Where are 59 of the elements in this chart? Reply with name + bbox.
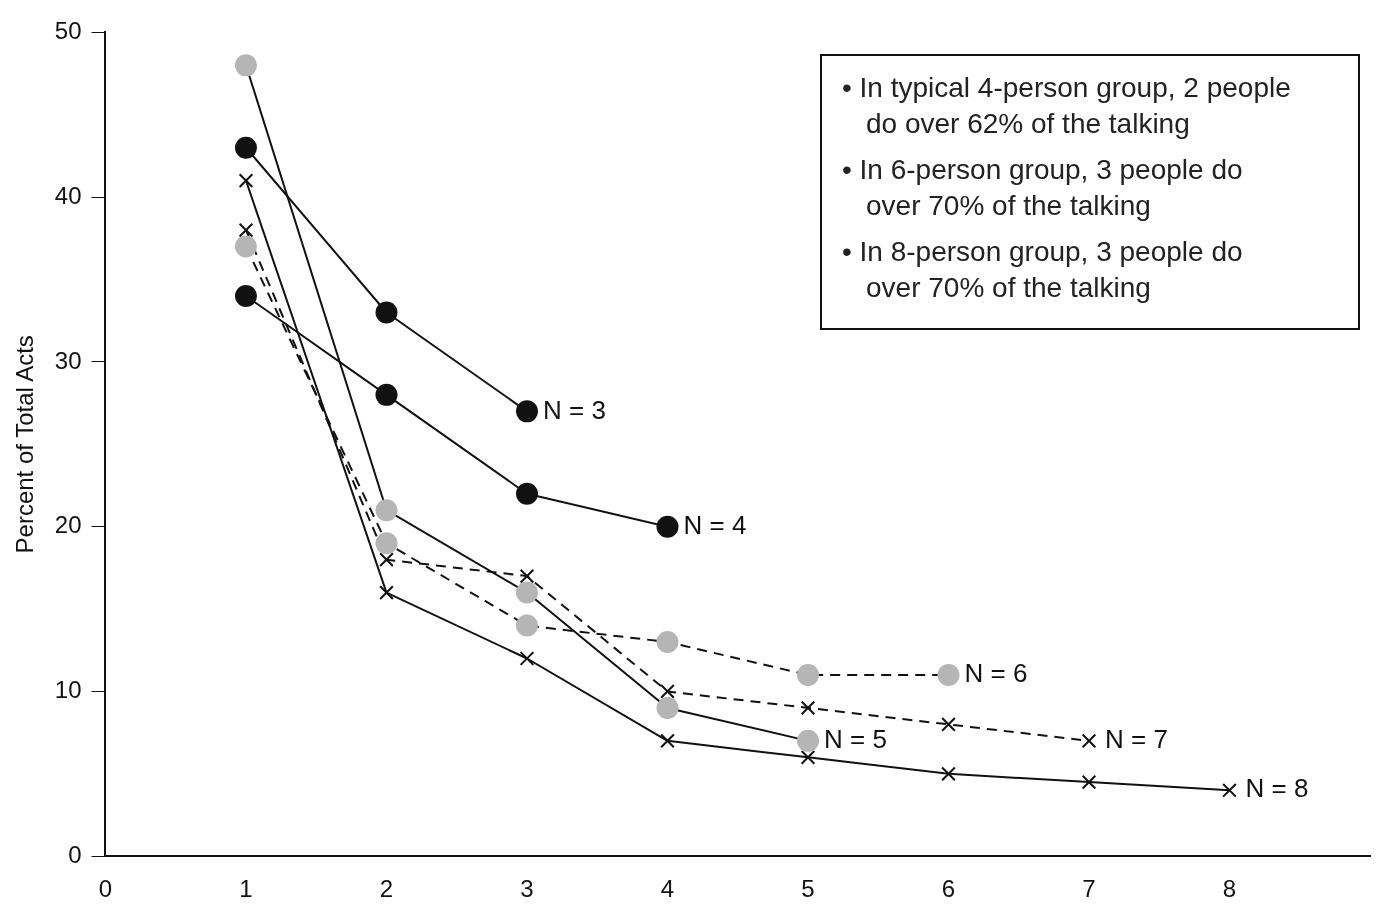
point bbox=[1081, 733, 1097, 749]
point bbox=[235, 54, 257, 77]
note-box: • In typical 4-person group, 2 people do over 62% of the talking • In 6-person group, 3 people do over 70% of the talking • In 8-person group, 3 people do over 70% of the talking bbox=[820, 54, 1360, 330]
x-tick-label: 2 bbox=[379, 875, 394, 903]
point bbox=[516, 614, 538, 637]
point bbox=[516, 581, 538, 604]
x-tick-label: 5 bbox=[801, 875, 815, 903]
point bbox=[656, 696, 679, 719]
point bbox=[800, 700, 816, 716]
x-tick-label: 3 bbox=[520, 875, 534, 903]
x-tick-label: 7 bbox=[1082, 875, 1096, 903]
y-tick-label: 50 bbox=[54, 17, 82, 45]
annotation: • In typical 4-person group, 2 people do over 62% of the talking bbox=[842, 71, 1292, 141]
point bbox=[660, 733, 675, 749]
y-tick-label: 40 bbox=[54, 181, 82, 209]
series-label: N = 6 bbox=[964, 658, 1028, 689]
point bbox=[656, 631, 679, 654]
point bbox=[375, 301, 398, 324]
point bbox=[238, 222, 254, 238]
x-tick-label: 1 bbox=[239, 875, 253, 903]
point bbox=[1081, 774, 1097, 790]
point bbox=[235, 285, 257, 308]
point bbox=[516, 400, 538, 423]
y-tick-label: 0 bbox=[68, 840, 82, 868]
point bbox=[235, 136, 257, 159]
point bbox=[519, 651, 535, 666]
point bbox=[1222, 782, 1237, 798]
point bbox=[797, 663, 819, 686]
point bbox=[379, 552, 394, 567]
series-label: N = 7 bbox=[1105, 724, 1168, 755]
series-label: N = 3 bbox=[543, 394, 606, 425]
x-tick-label: 4 bbox=[660, 875, 675, 903]
x-tick-label: 8 bbox=[1222, 875, 1237, 903]
y-tick-label: 10 bbox=[54, 676, 82, 704]
x-tick-label: 6 bbox=[941, 875, 956, 903]
series-label: N = 4 bbox=[683, 509, 747, 540]
point bbox=[660, 684, 675, 699]
x-tick-label: 0 bbox=[98, 875, 113, 903]
point bbox=[379, 585, 394, 600]
annotation: • In 6-person group, 3 people do over 70% of the talking bbox=[842, 153, 1244, 223]
annotation: • In 8-person group, 3 people do over 70% of the talking bbox=[842, 235, 1244, 305]
point bbox=[941, 717, 956, 732]
point bbox=[235, 235, 257, 258]
series-label: N = 5 bbox=[824, 724, 887, 755]
point bbox=[375, 499, 398, 522]
point bbox=[941, 766, 956, 782]
point bbox=[656, 515, 679, 538]
point bbox=[375, 532, 398, 555]
point bbox=[519, 568, 535, 584]
series-label: N = 8 bbox=[1245, 773, 1309, 804]
point bbox=[937, 663, 960, 686]
point bbox=[375, 383, 398, 406]
y-tick-label: 20 bbox=[54, 511, 82, 539]
point bbox=[516, 482, 538, 505]
point bbox=[238, 173, 254, 189]
point bbox=[800, 749, 816, 765]
point bbox=[797, 729, 819, 752]
y-tick-label: 30 bbox=[54, 346, 82, 374]
y-axis-title: Percent of Total Acts bbox=[11, 335, 39, 554]
